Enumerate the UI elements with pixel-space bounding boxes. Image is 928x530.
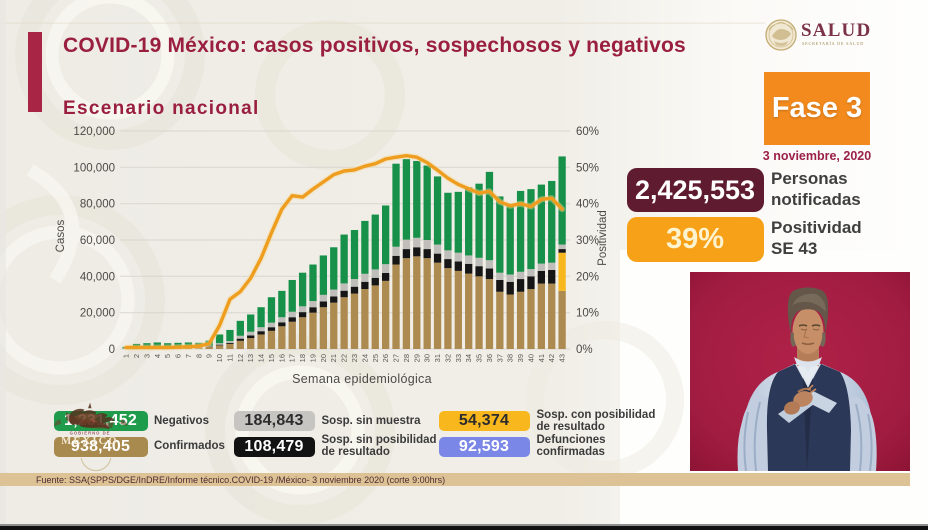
- svg-text:Positividad: Positividad: [597, 210, 609, 266]
- svg-text:14: 14: [257, 354, 266, 362]
- svg-text:10: 10: [215, 354, 224, 362]
- svg-text:32: 32: [443, 354, 452, 362]
- svg-text:GOBIERNO DE: GOBIERNO DE: [70, 431, 111, 436]
- svg-text:40,000: 40,000: [80, 271, 115, 283]
- svg-text:SALUD: SALUD: [801, 20, 871, 41]
- svg-text:27: 27: [392, 354, 401, 362]
- svg-text:36: 36: [485, 354, 494, 362]
- svg-text:4: 4: [153, 354, 162, 358]
- svg-text:1: 1: [122, 354, 131, 358]
- svg-text:41: 41: [537, 354, 546, 362]
- svg-text:120,000: 120,000: [73, 126, 115, 138]
- svg-text:37: 37: [495, 354, 504, 362]
- svg-text:60,000: 60,000: [80, 235, 115, 247]
- svg-text:60%: 60%: [576, 126, 599, 138]
- svg-text:12: 12: [236, 354, 245, 362]
- svg-text:42: 42: [547, 354, 556, 362]
- svg-text:MÉXICO: MÉXICO: [61, 435, 119, 447]
- svg-text:24: 24: [360, 354, 369, 362]
- svg-text:13: 13: [246, 354, 255, 362]
- svg-text:25: 25: [371, 354, 380, 362]
- svg-text:40: 40: [527, 354, 536, 362]
- svg-text:10%: 10%: [576, 308, 599, 320]
- svg-text:9: 9: [205, 354, 214, 358]
- svg-text:100,000: 100,000: [73, 162, 115, 174]
- svg-text:19: 19: [309, 354, 318, 362]
- svg-text:21: 21: [329, 354, 338, 362]
- svg-text:7: 7: [184, 354, 193, 358]
- svg-text:3: 3: [142, 354, 151, 358]
- svg-text:35: 35: [475, 354, 484, 362]
- svg-text:17: 17: [288, 354, 297, 362]
- svg-text:Casos: Casos: [55, 219, 67, 252]
- svg-text:30%: 30%: [576, 235, 599, 247]
- svg-text:20: 20: [319, 354, 328, 362]
- svg-text:SECRETARÍA DE SALUD: SECRETARÍA DE SALUD: [802, 41, 864, 46]
- svg-text:15: 15: [267, 354, 276, 362]
- svg-text:16: 16: [277, 354, 286, 362]
- svg-text:40%: 40%: [576, 199, 599, 211]
- svg-text:43: 43: [558, 354, 567, 362]
- svg-text:Semana epidemiológica: Semana epidemiológica: [292, 372, 432, 386]
- svg-text:26: 26: [381, 354, 390, 362]
- svg-text:38: 38: [506, 354, 515, 362]
- svg-text:31: 31: [433, 354, 442, 362]
- svg-text:18: 18: [298, 354, 307, 362]
- svg-text:6: 6: [174, 354, 183, 358]
- svg-text:33: 33: [454, 354, 463, 362]
- svg-text:0%: 0%: [576, 344, 593, 356]
- svg-text:22: 22: [340, 354, 349, 362]
- svg-text:11: 11: [226, 354, 235, 362]
- svg-text:20%: 20%: [576, 271, 599, 283]
- svg-text:28: 28: [402, 354, 411, 362]
- svg-text:29: 29: [412, 354, 421, 362]
- svg-text:0: 0: [109, 344, 115, 356]
- svg-text:20,000: 20,000: [80, 308, 115, 320]
- svg-text:2: 2: [132, 354, 141, 358]
- svg-text:5: 5: [163, 354, 172, 358]
- svg-text:23: 23: [350, 354, 359, 362]
- svg-text:34: 34: [464, 354, 473, 362]
- svg-text:39: 39: [516, 354, 525, 362]
- svg-text:50%: 50%: [576, 162, 599, 174]
- svg-text:8: 8: [194, 354, 203, 358]
- svg-text:80,000: 80,000: [80, 199, 115, 211]
- svg-text:30: 30: [423, 354, 432, 362]
